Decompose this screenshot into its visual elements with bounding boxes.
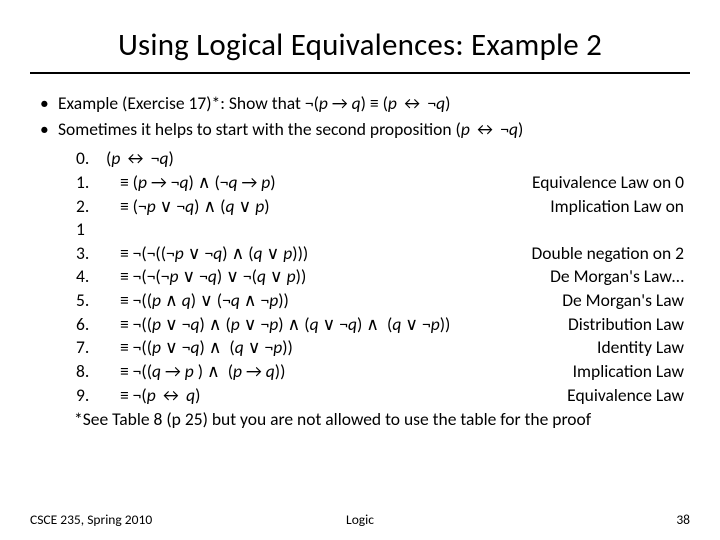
bullet-1: Example (Exercise 17)*: Show that ¬(p → … — [40, 92, 684, 116]
step-8-num: 8. — [76, 360, 102, 384]
step-9-num: 9. — [76, 384, 102, 408]
step-8-expr: ≡ ¬((q → p ) ∧ (p → q)) — [102, 360, 563, 384]
footer-right: 38 — [676, 511, 690, 528]
step-3: 3. ≡ ¬(¬((¬p ∨ ¬q) ∧ (q ∨ p))) Double ne… — [76, 242, 684, 266]
bullet-1-expr: ¬(p → q) ≡ (p ↔ ¬q) — [305, 92, 451, 114]
proof-steps: 0. (p ↔ ¬q) 1. ≡ (p → ¬q) ∧ (¬q → p) Equ… — [30, 145, 690, 407]
step-4: 4. ≡ ¬(¬(¬p ∨ ¬q) ∨ ¬(q ∨ p)) De Morgan'… — [76, 265, 684, 289]
step-5-expr: ≡ ¬((p ∧ q) ∨ (¬q ∧ ¬p)) — [102, 289, 552, 313]
step-3-num: 3. — [76, 242, 102, 266]
step-1-expr: ≡ (p → ¬q) ∧ (¬q → p) — [102, 171, 522, 195]
step-8: 8. ≡ ¬((q → p ) ∧ (p → q)) Implication L… — [76, 360, 684, 384]
slide: Using Logical Equivalences: Example 2 Ex… — [0, 0, 720, 540]
bullet-2-expr: (p ↔ ¬q) — [456, 118, 524, 140]
step-7-expr: ≡ ¬((p ∨ ¬q) ∧ (q ∨ ¬p)) — [102, 336, 587, 360]
step-7: 7. ≡ ¬((p ∨ ¬q) ∧ (q ∨ ¬p)) Identity Law — [76, 336, 684, 360]
step-9: 9. ≡ ¬(p ↔ q) Equivalence Law — [76, 384, 684, 408]
step-2-just: Implication Law on — [540, 195, 684, 219]
step-9-expr: ≡ ¬(p ↔ q) — [102, 384, 557, 408]
step-4-num: 4. — [76, 265, 102, 289]
step-1-just: Equivalence Law on 0 — [522, 171, 684, 195]
step-6-expr: ≡ ¬((p ∨ ¬q) ∧ (p ∨ ¬p) ∧ (q ∨ ¬q) ∧ (q … — [102, 313, 558, 337]
footnote: *See Table 8 (p 25) but you are not allo… — [30, 408, 690, 430]
step-3-just: Double negation on 2 — [522, 242, 684, 266]
step-7-num: 7. — [76, 336, 102, 360]
title-rule — [30, 72, 690, 74]
step-6-just: Distribution Law — [558, 313, 684, 337]
step-3-expr: ≡ ¬(¬((¬p ∨ ¬q) ∧ (q ∨ p))) — [102, 242, 522, 266]
step-1: 1. ≡ (p → ¬q) ∧ (¬q → p) Equivalence Law… — [76, 171, 684, 195]
bullet-1-prefix: Example (Exercise 17)*: Show that — [58, 92, 305, 114]
step-7-just: Identity Law — [587, 336, 684, 360]
bullet-list: Example (Exercise 17)*: Show that ¬(p → … — [30, 92, 690, 141]
slide-title: Using Logical Equivalences: Example 2 — [30, 26, 690, 64]
step-1-num: 1. — [76, 171, 102, 195]
step-2-num: 2. — [76, 195, 102, 219]
slide-footer: CSCE 235, Spring 2010 Logic 38 — [30, 511, 690, 528]
step-2-cont: 1 — [76, 218, 684, 242]
step-0-expr: (p ↔ ¬q) — [102, 147, 674, 171]
step-6: 6. ≡ ¬((p ∨ ¬q) ∧ (p ∨ ¬p) ∧ (q ∨ ¬q) ∧ … — [76, 313, 684, 337]
step-9-just: Equivalence Law — [557, 384, 684, 408]
step-6-num: 6. — [76, 313, 102, 337]
step-5-num: 5. — [76, 289, 102, 313]
step-2: 2. ≡ (¬p ∨ ¬q) ∧ (q ∨ p) Implication Law… — [76, 195, 684, 219]
step-2-expr: ≡ (¬p ∨ ¬q) ∧ (q ∨ p) — [102, 195, 540, 219]
step-8-just: Implication Law — [563, 360, 684, 384]
bullet-2-prefix: Sometimes it helps to start with the sec… — [58, 118, 456, 140]
bullet-2: Sometimes it helps to start with the sec… — [40, 118, 684, 142]
step-0: 0. (p ↔ ¬q) — [76, 147, 684, 171]
step-2-cont-num: 1 — [76, 218, 102, 242]
step-5: 5. ≡ ¬((p ∧ q) ∨ (¬q ∧ ¬p)) De Morgan's … — [76, 289, 684, 313]
step-5-just: De Morgan's Law — [552, 289, 684, 313]
step-0-num: 0. — [76, 147, 102, 171]
footer-left: CSCE 235, Spring 2010 — [30, 511, 152, 528]
step-4-expr: ≡ ¬(¬(¬p ∨ ¬q) ∨ ¬(q ∨ p)) — [102, 265, 540, 289]
step-4-just: De Morgan's Law… — [540, 265, 684, 289]
